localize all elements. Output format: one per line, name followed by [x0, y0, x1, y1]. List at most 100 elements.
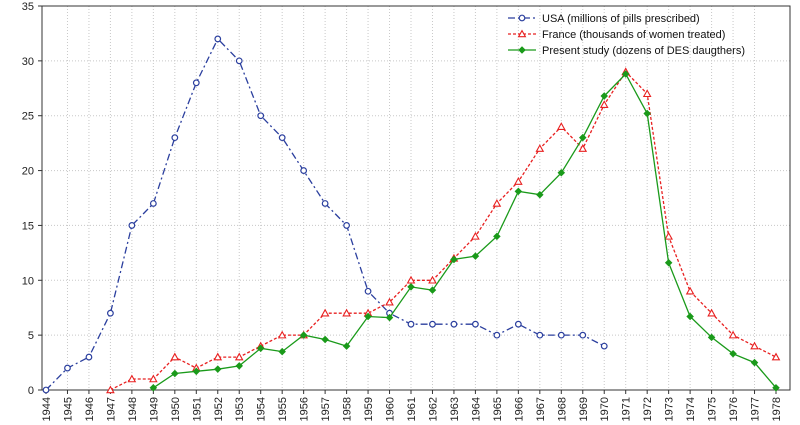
- x-tick-label: 1963: [449, 397, 461, 421]
- data-point: [343, 222, 350, 229]
- x-tick-label: 1974: [685, 397, 697, 421]
- data-point: [557, 169, 566, 177]
- x-tick-label: 1959: [363, 397, 375, 421]
- data-point: [429, 320, 436, 328]
- x-tick-label: 1962: [427, 397, 439, 421]
- x-tick-label: 1945: [62, 397, 74, 421]
- x-tick-label: 1961: [406, 397, 418, 421]
- data-point: [342, 342, 351, 350]
- y-tick-label: 10: [22, 275, 34, 287]
- legend-item-0: USA (millions of pills prescribed): [508, 13, 700, 25]
- x-tick-label: 1977: [750, 397, 762, 421]
- data-point: [171, 369, 179, 378]
- y-tick-label: 30: [22, 56, 34, 68]
- data-point: [64, 364, 71, 372]
- x-tick-label: 1944: [41, 397, 53, 421]
- x-tick-label: 1978: [771, 397, 783, 421]
- x-tick-label: 1953: [234, 397, 246, 421]
- x-tick-label: 1976: [728, 397, 740, 421]
- data-point: [536, 331, 544, 339]
- data-point: [234, 352, 244, 361]
- x-tick-label: 1969: [578, 397, 590, 421]
- data-point: [299, 331, 308, 339]
- data-point: [277, 330, 287, 339]
- legend: USA (millions of pills prescribed) France…: [508, 13, 745, 57]
- data-point: [514, 320, 522, 328]
- data-point: [600, 92, 609, 100]
- x-tick-label: 1946: [84, 397, 96, 421]
- legend-label: France (thousands of women treated): [542, 29, 725, 41]
- data-point: [535, 144, 545, 152]
- data-point: [578, 144, 588, 152]
- data-point: [428, 286, 437, 294]
- data-point: [407, 320, 415, 328]
- legend-item-1: France (thousands of women treated): [508, 29, 725, 41]
- data-point: [493, 232, 501, 241]
- data-point: [536, 190, 544, 199]
- x-tick-label: 1952: [213, 397, 225, 421]
- series-group: [42, 35, 781, 394]
- y-tick-label: 35: [22, 1, 34, 13]
- x-tick-label: 1954: [256, 397, 268, 421]
- data-point: [171, 134, 179, 142]
- data-point: [321, 200, 329, 207]
- x-tick-label: 1966: [513, 397, 525, 421]
- data-point: [213, 352, 223, 361]
- data-point: [599, 100, 609, 109]
- data-point: [514, 177, 523, 185]
- legend-label: USA (millions of pills prescribed): [542, 13, 700, 25]
- data-point: [256, 344, 265, 353]
- series-1: [106, 67, 781, 394]
- data-point: [686, 312, 694, 321]
- data-point: [428, 275, 437, 284]
- data-point: [729, 350, 737, 358]
- data-point: [643, 109, 651, 118]
- data-point: [107, 309, 114, 317]
- data-point: [42, 386, 50, 394]
- data-point: [278, 134, 286, 142]
- data-point: [772, 384, 780, 392]
- data-point: [556, 122, 566, 130]
- data-point: [600, 342, 608, 350]
- x-tick-label: 1972: [642, 397, 654, 421]
- series-0: [42, 35, 608, 394]
- axis-ticks: 0 5 10 15 20 25 30 35 1944 1945 1946 1947 1948 1949 19…: [22, 1, 783, 421]
- data-point: [170, 352, 180, 361]
- data-point: [472, 320, 479, 328]
- data-point: [127, 374, 137, 383]
- data-point: [300, 167, 308, 174]
- data-point: [149, 374, 158, 383]
- y-tick-label: 5: [28, 330, 34, 342]
- y-tick-label: 0: [28, 385, 34, 397]
- series-line-1: [110, 70, 777, 391]
- data-point: [407, 283, 415, 291]
- data-point: [149, 384, 158, 392]
- data-point: [578, 133, 587, 142]
- data-point: [106, 385, 115, 394]
- legend-label: Present study (dozens of DES daugthers): [542, 45, 745, 57]
- data-point: [471, 231, 480, 240]
- legend-swatch-marker: [518, 46, 526, 54]
- data-point: [278, 347, 286, 356]
- data-point: [320, 308, 330, 317]
- data-point: [85, 353, 93, 361]
- data-point: [685, 286, 695, 295]
- data-point: [664, 231, 673, 240]
- data-point: [213, 365, 222, 373]
- x-tick-label: 1971: [621, 397, 633, 421]
- data-point: [750, 341, 759, 350]
- x-tick-label: 1949: [148, 397, 160, 421]
- data-point: [450, 255, 458, 264]
- data-point: [579, 331, 587, 339]
- x-tick-label: 1967: [535, 397, 547, 421]
- data-point: [728, 330, 738, 339]
- series-2: [149, 70, 780, 392]
- data-point: [321, 335, 329, 344]
- data-point: [493, 331, 501, 339]
- data-point: [771, 352, 781, 361]
- series-line-2: [153, 72, 777, 389]
- x-tick-label: 1955: [277, 397, 289, 421]
- data-point: [149, 200, 157, 207]
- data-point: [664, 258, 673, 267]
- data-point: [492, 198, 502, 207]
